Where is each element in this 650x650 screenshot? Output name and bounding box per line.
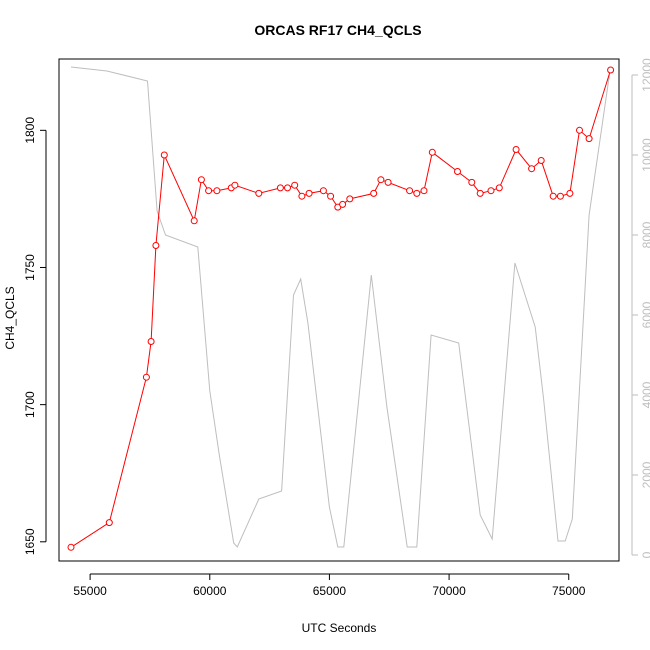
y-tick-label: 1750 — [23, 254, 37, 281]
y2-tick-label: 12000 — [640, 58, 650, 92]
data-point — [319, 187, 327, 195]
x-tick-label: 65000 — [313, 584, 347, 598]
data-point — [537, 157, 545, 164]
secondary-series-line — [70, 66, 610, 548]
data-point — [370, 189, 378, 197]
data-point — [152, 242, 160, 249]
data-point — [105, 519, 113, 527]
y2-tick-label: 8000 — [640, 221, 650, 248]
series-layer — [67, 66, 615, 551]
data-point — [476, 189, 484, 197]
data-point — [160, 151, 168, 159]
data-point — [327, 192, 335, 200]
data-point — [468, 178, 476, 186]
y2-tick-label: 4000 — [640, 381, 650, 408]
y-axis-label: CH4_QCLS — [3, 286, 17, 349]
y2-tick-label: 2000 — [640, 461, 650, 488]
data-point — [205, 187, 213, 195]
data-point — [67, 543, 75, 551]
data-point — [305, 189, 313, 197]
data-point — [291, 181, 299, 189]
data-point — [413, 189, 421, 197]
data-point — [495, 184, 503, 192]
chart-title: ORCAS RF17 CH4_QCLS — [254, 22, 421, 38]
data-point — [298, 192, 306, 200]
data-point — [197, 176, 205, 184]
y2-tick-label: 0 — [640, 551, 650, 558]
y2-tick-label: 10000 — [640, 138, 650, 172]
data-point — [213, 187, 221, 195]
axis-layer: 55000 60000 65000 70000 75000165017001750180… — [23, 58, 650, 598]
x-tick-label: 60000 — [193, 584, 227, 598]
x-axis-label: UTC Seconds — [302, 621, 377, 635]
x-tick-label: 55000 — [73, 584, 107, 598]
data-point — [454, 168, 461, 175]
data-point — [384, 178, 392, 186]
data-point — [255, 189, 263, 197]
data-point — [339, 200, 347, 208]
data-point — [406, 187, 414, 195]
plot-frame — [58, 58, 620, 562]
data-point — [420, 187, 428, 195]
data-point — [142, 373, 150, 381]
data-point — [428, 148, 436, 156]
data-point — [566, 189, 574, 197]
x-tick-label: 75000 — [552, 584, 586, 598]
data-point — [147, 338, 155, 345]
data-point — [607, 66, 615, 74]
y-tick-label: 1800 — [23, 117, 37, 144]
data-point — [190, 217, 198, 225]
data-point — [549, 192, 557, 200]
data-point — [377, 176, 385, 184]
y-tick-label: 1700 — [23, 391, 37, 418]
data-point — [276, 184, 284, 192]
data-point — [512, 146, 520, 153]
data-point — [487, 187, 495, 195]
data-point — [585, 135, 593, 143]
data-point — [284, 184, 291, 192]
y-tick-label: 1650 — [23, 528, 37, 555]
data-point — [346, 195, 354, 203]
data-point — [528, 165, 536, 173]
y2-tick-label: 6000 — [640, 301, 650, 328]
data-point — [576, 126, 583, 134]
x-tick-label: 70000 — [432, 584, 466, 598]
data-point — [556, 192, 564, 200]
data-point — [231, 181, 239, 189]
